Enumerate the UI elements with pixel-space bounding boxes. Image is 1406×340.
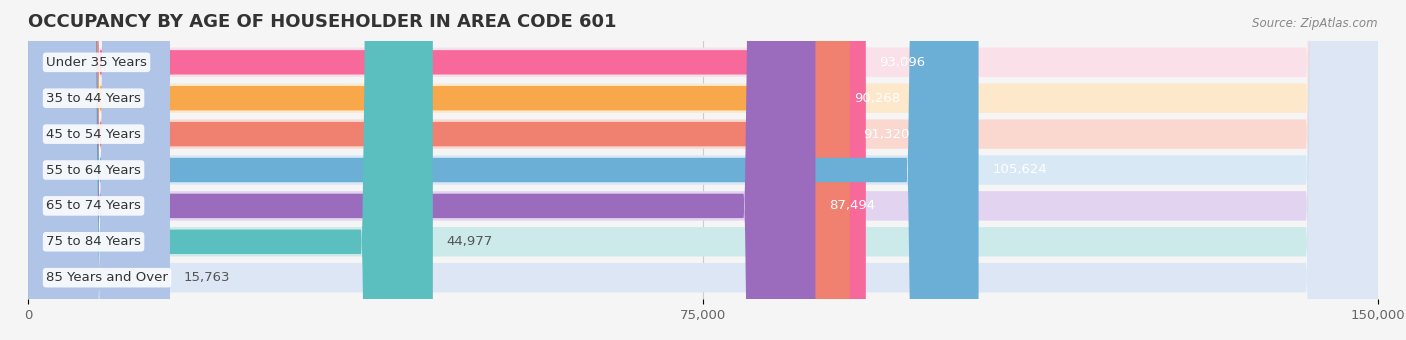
Text: OCCUPANCY BY AGE OF HOUSEHOLDER IN AREA CODE 601: OCCUPANCY BY AGE OF HOUSEHOLDER IN AREA … [28,13,617,31]
FancyBboxPatch shape [28,0,866,340]
FancyBboxPatch shape [28,0,170,340]
Text: 75 to 84 Years: 75 to 84 Years [46,235,141,248]
FancyBboxPatch shape [28,0,1378,340]
FancyBboxPatch shape [28,0,433,340]
Text: 93,096: 93,096 [879,56,925,69]
FancyBboxPatch shape [28,0,1378,340]
FancyBboxPatch shape [28,0,1378,340]
FancyBboxPatch shape [28,0,1378,340]
FancyBboxPatch shape [28,0,815,340]
FancyBboxPatch shape [28,0,849,340]
Text: 44,977: 44,977 [446,235,492,248]
Text: 91,320: 91,320 [863,128,910,141]
Text: 15,763: 15,763 [183,271,231,284]
Text: Source: ZipAtlas.com: Source: ZipAtlas.com [1253,17,1378,30]
Text: Under 35 Years: Under 35 Years [46,56,148,69]
FancyBboxPatch shape [28,0,979,340]
Text: 90,268: 90,268 [853,92,900,105]
Text: 105,624: 105,624 [993,164,1047,176]
FancyBboxPatch shape [28,0,1378,340]
Text: 35 to 44 Years: 35 to 44 Years [46,92,141,105]
FancyBboxPatch shape [28,0,841,340]
FancyBboxPatch shape [28,0,1378,340]
Text: 87,494: 87,494 [830,199,875,212]
Text: 85 Years and Over: 85 Years and Over [46,271,167,284]
FancyBboxPatch shape [28,0,1378,340]
Text: 45 to 54 Years: 45 to 54 Years [46,128,141,141]
Text: 55 to 64 Years: 55 to 64 Years [46,164,141,176]
Text: 65 to 74 Years: 65 to 74 Years [46,199,141,212]
